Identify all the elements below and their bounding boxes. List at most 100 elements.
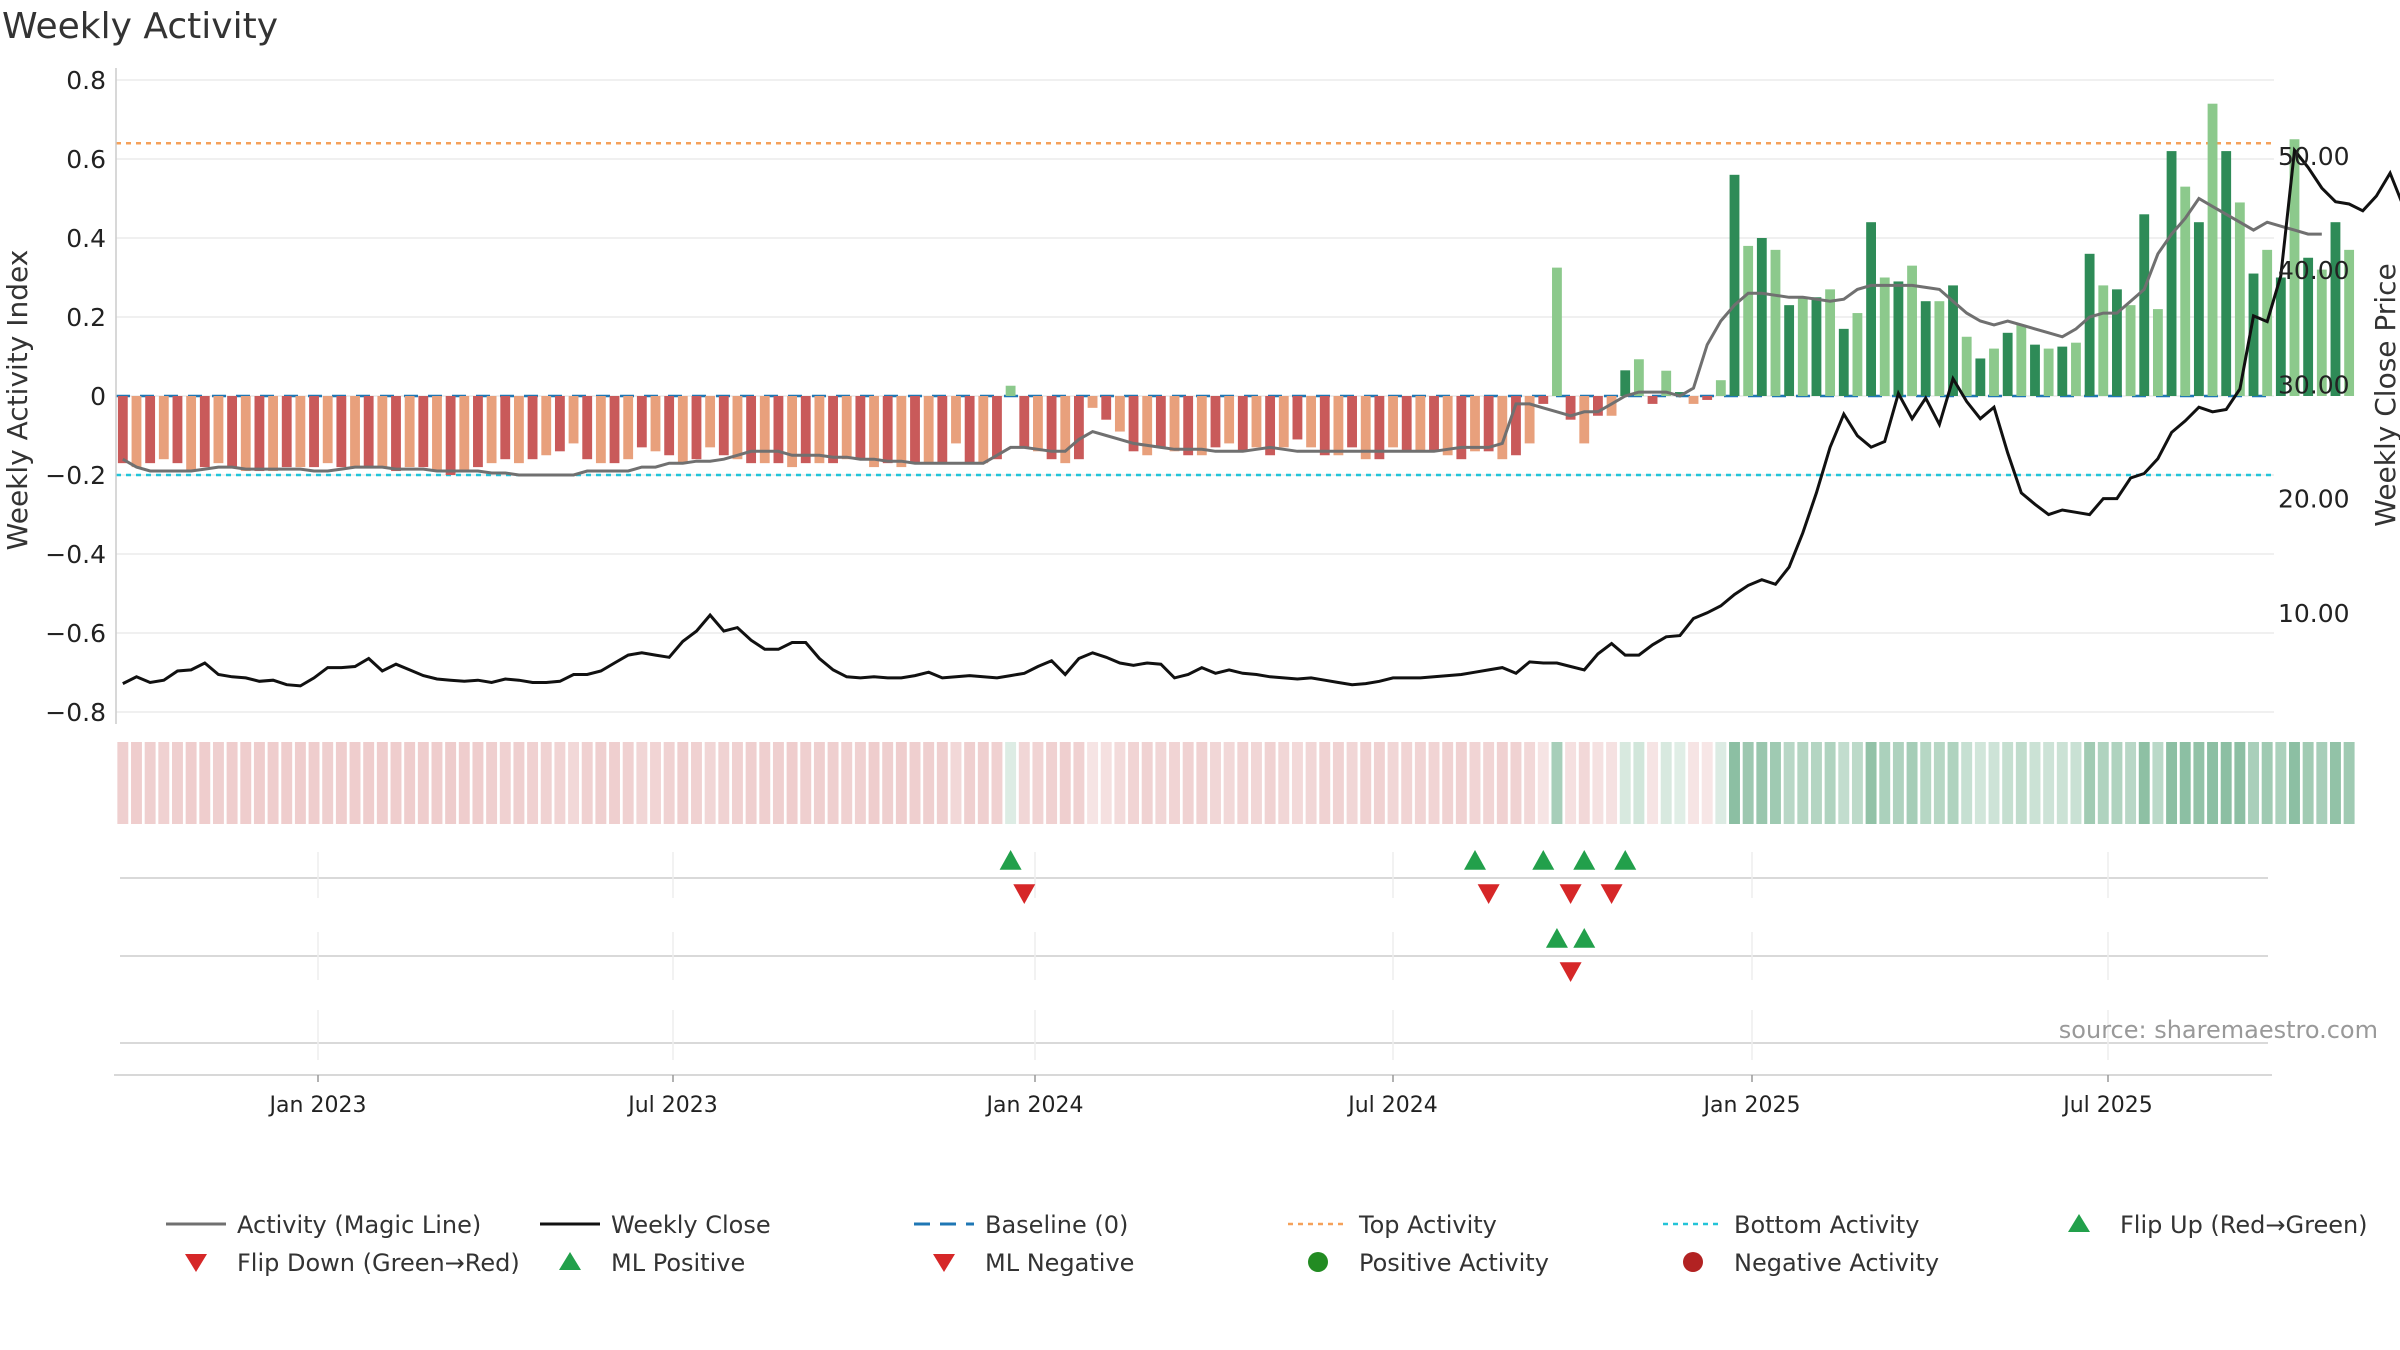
activity-bar	[1087, 396, 1098, 408]
y2-tick-label: 10.00	[2278, 599, 2350, 628]
heat-cell	[1319, 742, 1331, 824]
heat-cell	[1892, 742, 1904, 824]
heat-cell	[786, 742, 798, 824]
heat-cell	[800, 742, 812, 824]
x-tick-label: Jan 2023	[268, 1093, 367, 1118]
activity-bar	[650, 396, 661, 452]
activity-bar	[1907, 265, 1917, 396]
activity-bar	[2084, 253, 2095, 396]
heat-cell	[2056, 742, 2068, 824]
activity-bar	[828, 396, 838, 464]
heat-cell	[431, 742, 443, 824]
legend-label: Baseline (0)	[985, 1211, 1128, 1239]
heat-cell	[2220, 742, 2232, 824]
activity-bar	[1224, 396, 1235, 444]
heat-cell	[1770, 742, 1781, 824]
activity-bar	[1825, 289, 1836, 396]
heat-cell	[390, 742, 402, 824]
heat-cell	[2316, 742, 2328, 824]
heat-cell	[335, 742, 347, 824]
activity-bar	[1674, 392, 1685, 396]
activity-bar	[1005, 385, 1016, 396]
heat-cell	[1988, 742, 2000, 824]
heat-cell	[1674, 742, 1686, 824]
activity-bar	[1620, 370, 1631, 396]
activity-bar	[486, 396, 497, 464]
activity-bar	[841, 396, 852, 460]
y2-tick-label: 30.00	[2278, 370, 2350, 399]
activity-bar	[186, 396, 197, 472]
heat-cell	[1387, 742, 1399, 824]
activity-bar	[1046, 396, 1057, 460]
heat-cell	[1756, 742, 1768, 824]
activity-bar	[1155, 396, 1166, 448]
heat-cell	[704, 742, 716, 824]
activity-bar	[2221, 151, 2232, 396]
heat-cell	[1210, 742, 1221, 824]
heat-cell	[308, 742, 320, 824]
activity-bar	[1114, 396, 1125, 432]
activity-bar	[1838, 328, 1849, 396]
legend-item: ML Positive	[559, 1249, 745, 1277]
activity-bar	[2030, 344, 2040, 396]
heat-cell	[1100, 742, 1112, 824]
heat-cell	[2302, 742, 2314, 824]
heat-cell	[1401, 742, 1413, 824]
heat-cell	[909, 742, 921, 824]
heat-cell	[991, 742, 1003, 824]
legend-label: Flip Up (Red→Green)	[2120, 1211, 2368, 1239]
y-tick-label: 0.2	[66, 303, 106, 332]
activity-bar	[1702, 396, 1713, 400]
heat-cell	[527, 742, 539, 824]
activity-bar	[2330, 222, 2341, 396]
heat-cell	[1264, 742, 1276, 824]
activity-bar	[1483, 396, 1494, 452]
legend-label: ML Negative	[985, 1249, 1134, 1277]
heat-cell	[2070, 742, 2082, 824]
activity-bar	[896, 396, 907, 468]
activity-bar	[1661, 370, 1672, 396]
legend-label: Activity (Magic Line)	[237, 1211, 481, 1239]
activity-bar	[1456, 396, 1467, 460]
activity-bar	[363, 396, 374, 468]
y-tick-label: 0	[90, 382, 106, 411]
heat-cell	[1018, 742, 1030, 824]
heat-cell	[731, 742, 743, 824]
flip-down-marker	[1559, 884, 1582, 904]
heat-cell	[2029, 742, 2041, 824]
heat-cell	[677, 742, 689, 824]
heat-cell	[977, 742, 989, 824]
activity-bar	[514, 396, 524, 464]
heat-cell	[1496, 742, 1508, 824]
activity-bar	[2166, 151, 2177, 396]
heat-cell	[650, 742, 661, 824]
heat-cell	[1483, 742, 1495, 824]
activity-bar	[1265, 396, 1276, 456]
activity-bar	[595, 396, 606, 464]
activity-bar	[1770, 249, 1781, 396]
activity-bar	[1347, 396, 1357, 448]
activity-bar	[1784, 305, 1795, 396]
activity-bar	[1756, 238, 1767, 396]
activity-bar	[2316, 269, 2327, 396]
heat-cell	[1920, 742, 1932, 824]
heat-cell	[2166, 742, 2178, 824]
activity-bar	[554, 396, 565, 452]
heat-cell	[1906, 742, 1918, 824]
activity-bar	[773, 396, 784, 464]
flip-down-marker	[1013, 884, 1036, 904]
legend-item: Positive Activity	[1308, 1249, 1549, 1277]
heat-cell	[417, 742, 429, 824]
x-tick-label: Jul 2025	[2061, 1093, 2153, 1118]
heat-cell	[294, 742, 306, 824]
heat-cell	[1606, 742, 1618, 824]
marker-rows	[120, 850, 2268, 1060]
activity-bar	[992, 396, 1002, 460]
activity-bar	[2002, 332, 2013, 396]
heat-cell	[1223, 742, 1235, 824]
activity-bar	[582, 396, 593, 460]
activity-bar	[623, 396, 634, 460]
heat-cell	[2193, 742, 2205, 824]
heat-cell	[1305, 742, 1317, 824]
